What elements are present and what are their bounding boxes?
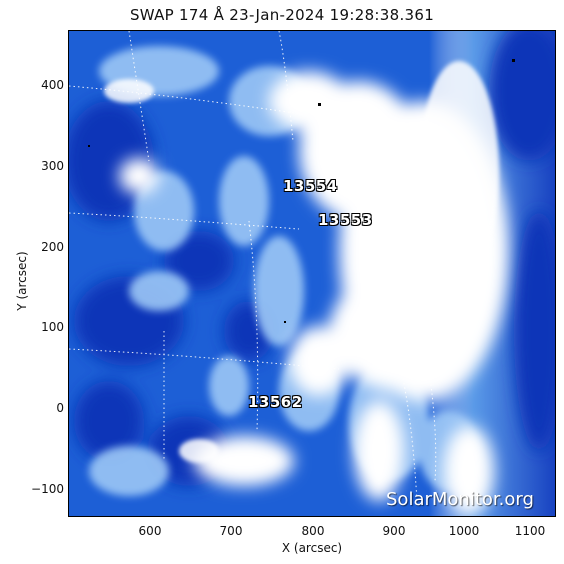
- euv-image: [69, 31, 555, 516]
- y-tick-label: 400: [41, 78, 64, 92]
- watermark: SolarMonitor.org: [386, 489, 534, 510]
- y-tick-label: 300: [41, 159, 64, 173]
- x-axis-label: X (arcsec): [281, 541, 343, 555]
- x-tick-label: 1100: [514, 524, 546, 538]
- x-tick-label: 1000: [448, 524, 480, 538]
- y-tick-label: 0: [56, 401, 64, 415]
- x-tick-label: 600: [138, 524, 162, 538]
- active-region-label: 13554: [283, 177, 338, 195]
- solar-image: [68, 30, 556, 517]
- y-tick-label: 100: [41, 320, 64, 334]
- y-tick-label: 200: [41, 240, 64, 254]
- active-region-label: 13562: [248, 393, 303, 411]
- y-axis-label: Y (arcsec): [15, 251, 29, 311]
- x-tick-label: 800: [301, 524, 325, 538]
- x-tick-label: 900: [382, 524, 406, 538]
- y-tick-label: −100: [31, 482, 64, 496]
- active-region-label: 13553: [318, 211, 373, 229]
- x-tick-label: 700: [219, 524, 243, 538]
- image-title: SWAP 174 Å 23-Jan-2024 19:28:38.361: [129, 6, 435, 24]
